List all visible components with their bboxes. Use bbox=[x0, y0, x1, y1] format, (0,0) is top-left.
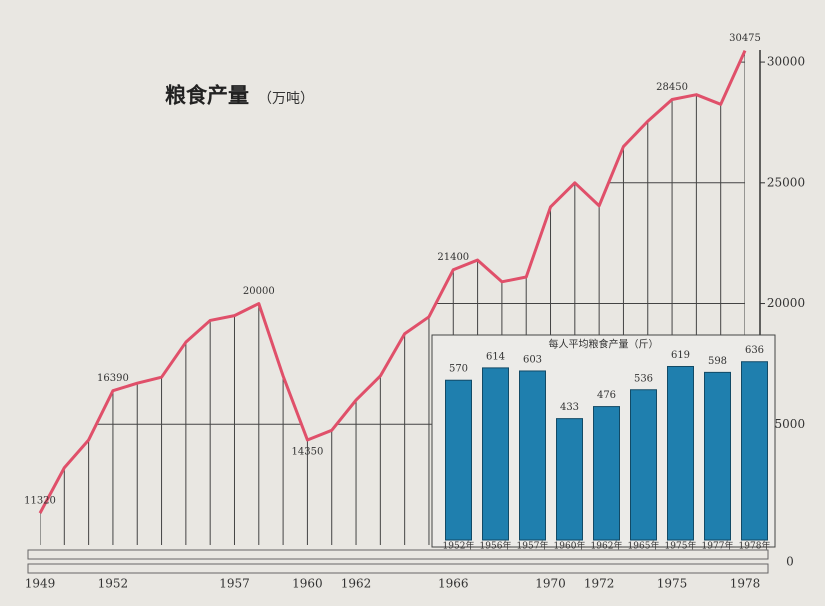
axis-band bbox=[27, 563, 769, 574]
y-tick-label: 15000 bbox=[767, 417, 805, 431]
data-label: 476 bbox=[597, 390, 616, 401]
y-tick-label: 0 bbox=[786, 555, 794, 569]
inset-title: 每人平均粮食产量（斤） bbox=[549, 338, 659, 351]
x-tick-label: 1956年 bbox=[480, 540, 512, 552]
data-label: 16390 bbox=[97, 373, 129, 384]
bar bbox=[630, 389, 657, 541]
x-tick-label: 1962 bbox=[341, 577, 372, 591]
data-label: 28450 bbox=[656, 82, 688, 93]
data-label: 20000 bbox=[243, 286, 275, 297]
x-tick-label: 1957年 bbox=[517, 540, 549, 552]
x-tick-label: 1977年 bbox=[702, 540, 734, 552]
chart-title: 粮食产量 bbox=[165, 83, 249, 108]
data-label: 14350 bbox=[292, 446, 324, 457]
data-label: 433 bbox=[560, 402, 579, 413]
data-label: 21400 bbox=[437, 252, 469, 263]
bar bbox=[741, 361, 768, 541]
y-tick-label: 30000 bbox=[767, 55, 805, 69]
x-tick-label: 1957 bbox=[219, 577, 250, 591]
data-label: 11320 bbox=[24, 496, 56, 507]
x-tick-label: 1965年 bbox=[628, 540, 660, 552]
data-label: 570 bbox=[449, 364, 468, 375]
x-tick-label: 1978 bbox=[730, 577, 761, 591]
data-label: 603 bbox=[523, 354, 542, 365]
chart-subtitle: （万吨） bbox=[258, 91, 314, 107]
data-label: 536 bbox=[634, 373, 653, 384]
data-label: 614 bbox=[486, 351, 505, 362]
x-tick-label: 1952年 bbox=[443, 540, 475, 552]
data-label: 619 bbox=[671, 350, 690, 361]
axis-band bbox=[27, 549, 769, 560]
bar bbox=[667, 365, 694, 541]
x-tick-label: 1949 bbox=[25, 577, 56, 591]
x-tick-label: 1975 bbox=[657, 577, 688, 591]
bar bbox=[704, 371, 731, 541]
bar bbox=[445, 379, 472, 541]
data-label: 30475 bbox=[729, 33, 761, 44]
bar bbox=[482, 367, 509, 541]
x-tick-label: 1975年 bbox=[665, 540, 697, 552]
x-tick-label: 1962年 bbox=[591, 540, 623, 552]
y-tick-label: 20000 bbox=[767, 296, 805, 310]
bar bbox=[593, 406, 620, 541]
x-tick-label: 1966 bbox=[438, 577, 469, 591]
x-tick-label: 1960 bbox=[292, 577, 323, 591]
x-tick-label: 1970 bbox=[535, 577, 566, 591]
x-tick-label: 1960年 bbox=[554, 540, 586, 552]
x-tick-label: 1978年 bbox=[739, 540, 771, 552]
x-tick-label: 1972 bbox=[584, 577, 615, 591]
y-tick-label: 25000 bbox=[767, 175, 805, 189]
line bbox=[38, 49, 747, 514]
data-label: 598 bbox=[708, 356, 727, 367]
bar bbox=[519, 370, 546, 541]
data-label: 636 bbox=[745, 345, 764, 356]
x-tick-label: 1952 bbox=[98, 577, 129, 591]
bar bbox=[556, 418, 583, 541]
